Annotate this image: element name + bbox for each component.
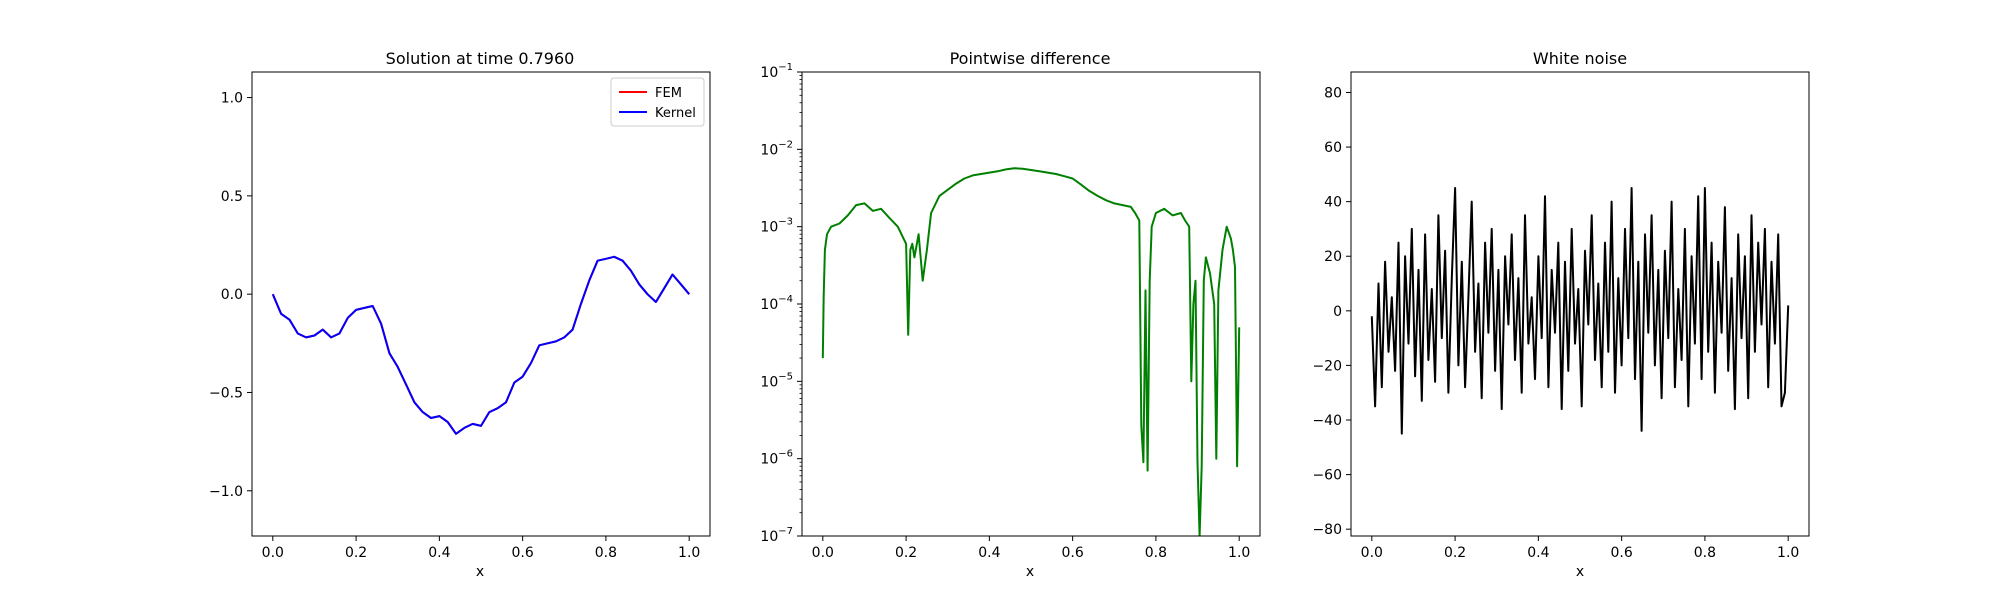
x-tick-label-difference: 1.0 [1228, 545, 1250, 561]
x-tick-label-difference: 0.8 [1145, 545, 1167, 561]
y-tick-label-white-noise: 40 [1324, 195, 1342, 211]
x-tick-label-white-noise: 0.4 [1527, 545, 1549, 561]
panel-solution: Solution at time 0.7960 0.0 0.2 0.4 0.6 0.8 1… [209, 49, 711, 580]
x-tick-label-white-noise: 0.6 [1611, 545, 1633, 561]
x-tick-label-white-noise: 1.0 [1777, 545, 1799, 561]
x-tick-label-difference: 0.4 [978, 545, 1000, 561]
legend: FEM Kernel [610, 77, 705, 127]
chart-title-solution: Solution at time 0.7960 [386, 49, 575, 68]
y-tick-label-white-noise: −40 [1312, 413, 1342, 429]
y-tick-label-white-noise: −20 [1312, 358, 1342, 374]
y-tick-label-difference: 10−2 [760, 139, 793, 158]
chart-title-difference: Pointwise difference [950, 49, 1111, 68]
series-line-kernel [271, 255, 690, 435]
y-tick-label-solution: −1.0 [209, 484, 243, 500]
axes-frame-solution [251, 71, 711, 537]
y-tick-label-difference: 10−5 [760, 371, 793, 390]
x-tick-label-solution: 0.6 [512, 545, 534, 561]
x-tick-label-solution: 0.8 [595, 545, 617, 561]
y-tick-label-solution: 0.5 [221, 189, 243, 205]
legend-box [610, 77, 705, 127]
y-tick-label-white-noise: 80 [1324, 85, 1342, 101]
x-tick-label-solution: 0.0 [262, 545, 284, 561]
legend-label-kernel: Kernel [655, 106, 696, 121]
series-line-difference [821, 167, 1241, 536]
x-axis-label-solution: x [476, 564, 484, 580]
y-tick-label-difference: 10−7 [760, 526, 793, 545]
x-tick-label-difference: 0.6 [1062, 545, 1084, 561]
x-tick-label-solution: 0.4 [428, 545, 450, 561]
y-tick-label-white-noise: 0 [1333, 304, 1342, 320]
plot-area-difference: 0.0 0.2 0.4 0.6 0.8 1.0 10−7 10−6 10−5 10−4 10−3 10… [760, 62, 1261, 561]
x-tick-label-difference: 0.0 [812, 545, 834, 561]
x-axis-label-difference: x [1026, 564, 1034, 580]
x-tick-label-difference: 0.2 [895, 545, 917, 561]
y-tick-label-solution: −0.5 [209, 385, 243, 401]
panel-difference: Pointwise difference 0.0 0.2 0.4 0.6 0.8 1.0 1… [760, 49, 1261, 580]
y-tick-label-difference: 10−4 [760, 294, 793, 313]
x-tick-label-solution: 0.2 [345, 545, 367, 561]
x-tick-label-solution: 1.0 [678, 545, 700, 561]
y-tick-label-white-noise: 60 [1324, 140, 1342, 156]
x-axis-label-white-noise: x [1576, 564, 1584, 580]
legend-label-fem: FEM [655, 86, 682, 101]
plot-area-solution: 0.0 0.2 0.4 0.6 0.8 1.0 −1.0 −0.5 0.0 0.5 1.0 FEM Ke… [209, 71, 711, 561]
x-tick-label-white-noise: 0.2 [1444, 545, 1466, 561]
y-tick-label-difference: 10−3 [760, 217, 793, 236]
plot-area-white-noise: 0.0 0.2 0.4 0.6 0.8 1.0 −80 −60 −40 −20 0 20 40 60 80 [1312, 71, 1810, 561]
y-tick-label-solution: 1.0 [221, 91, 243, 107]
y-tick-label-solution: 0.0 [221, 287, 243, 303]
y-tick-label-white-noise: −80 [1312, 522, 1342, 538]
y-tick-label-difference: 10−1 [760, 62, 793, 81]
series-line-white-noise [1370, 187, 1790, 435]
y-tick-label-difference: 10−6 [760, 449, 793, 468]
y-tick-label-white-noise: 20 [1324, 249, 1342, 265]
x-tick-label-white-noise: 0.8 [1694, 545, 1716, 561]
x-tick-label-white-noise: 0.0 [1361, 545, 1383, 561]
axes-frame-white-noise [1350, 71, 1810, 537]
y-tick-label-white-noise: −60 [1312, 468, 1342, 484]
panel-white-noise: White noise 0.0 0.2 0.4 0.6 0.8 1.0 −80 −60 −40 −… [1312, 49, 1810, 580]
chart-title-white-noise: White noise [1533, 49, 1627, 68]
